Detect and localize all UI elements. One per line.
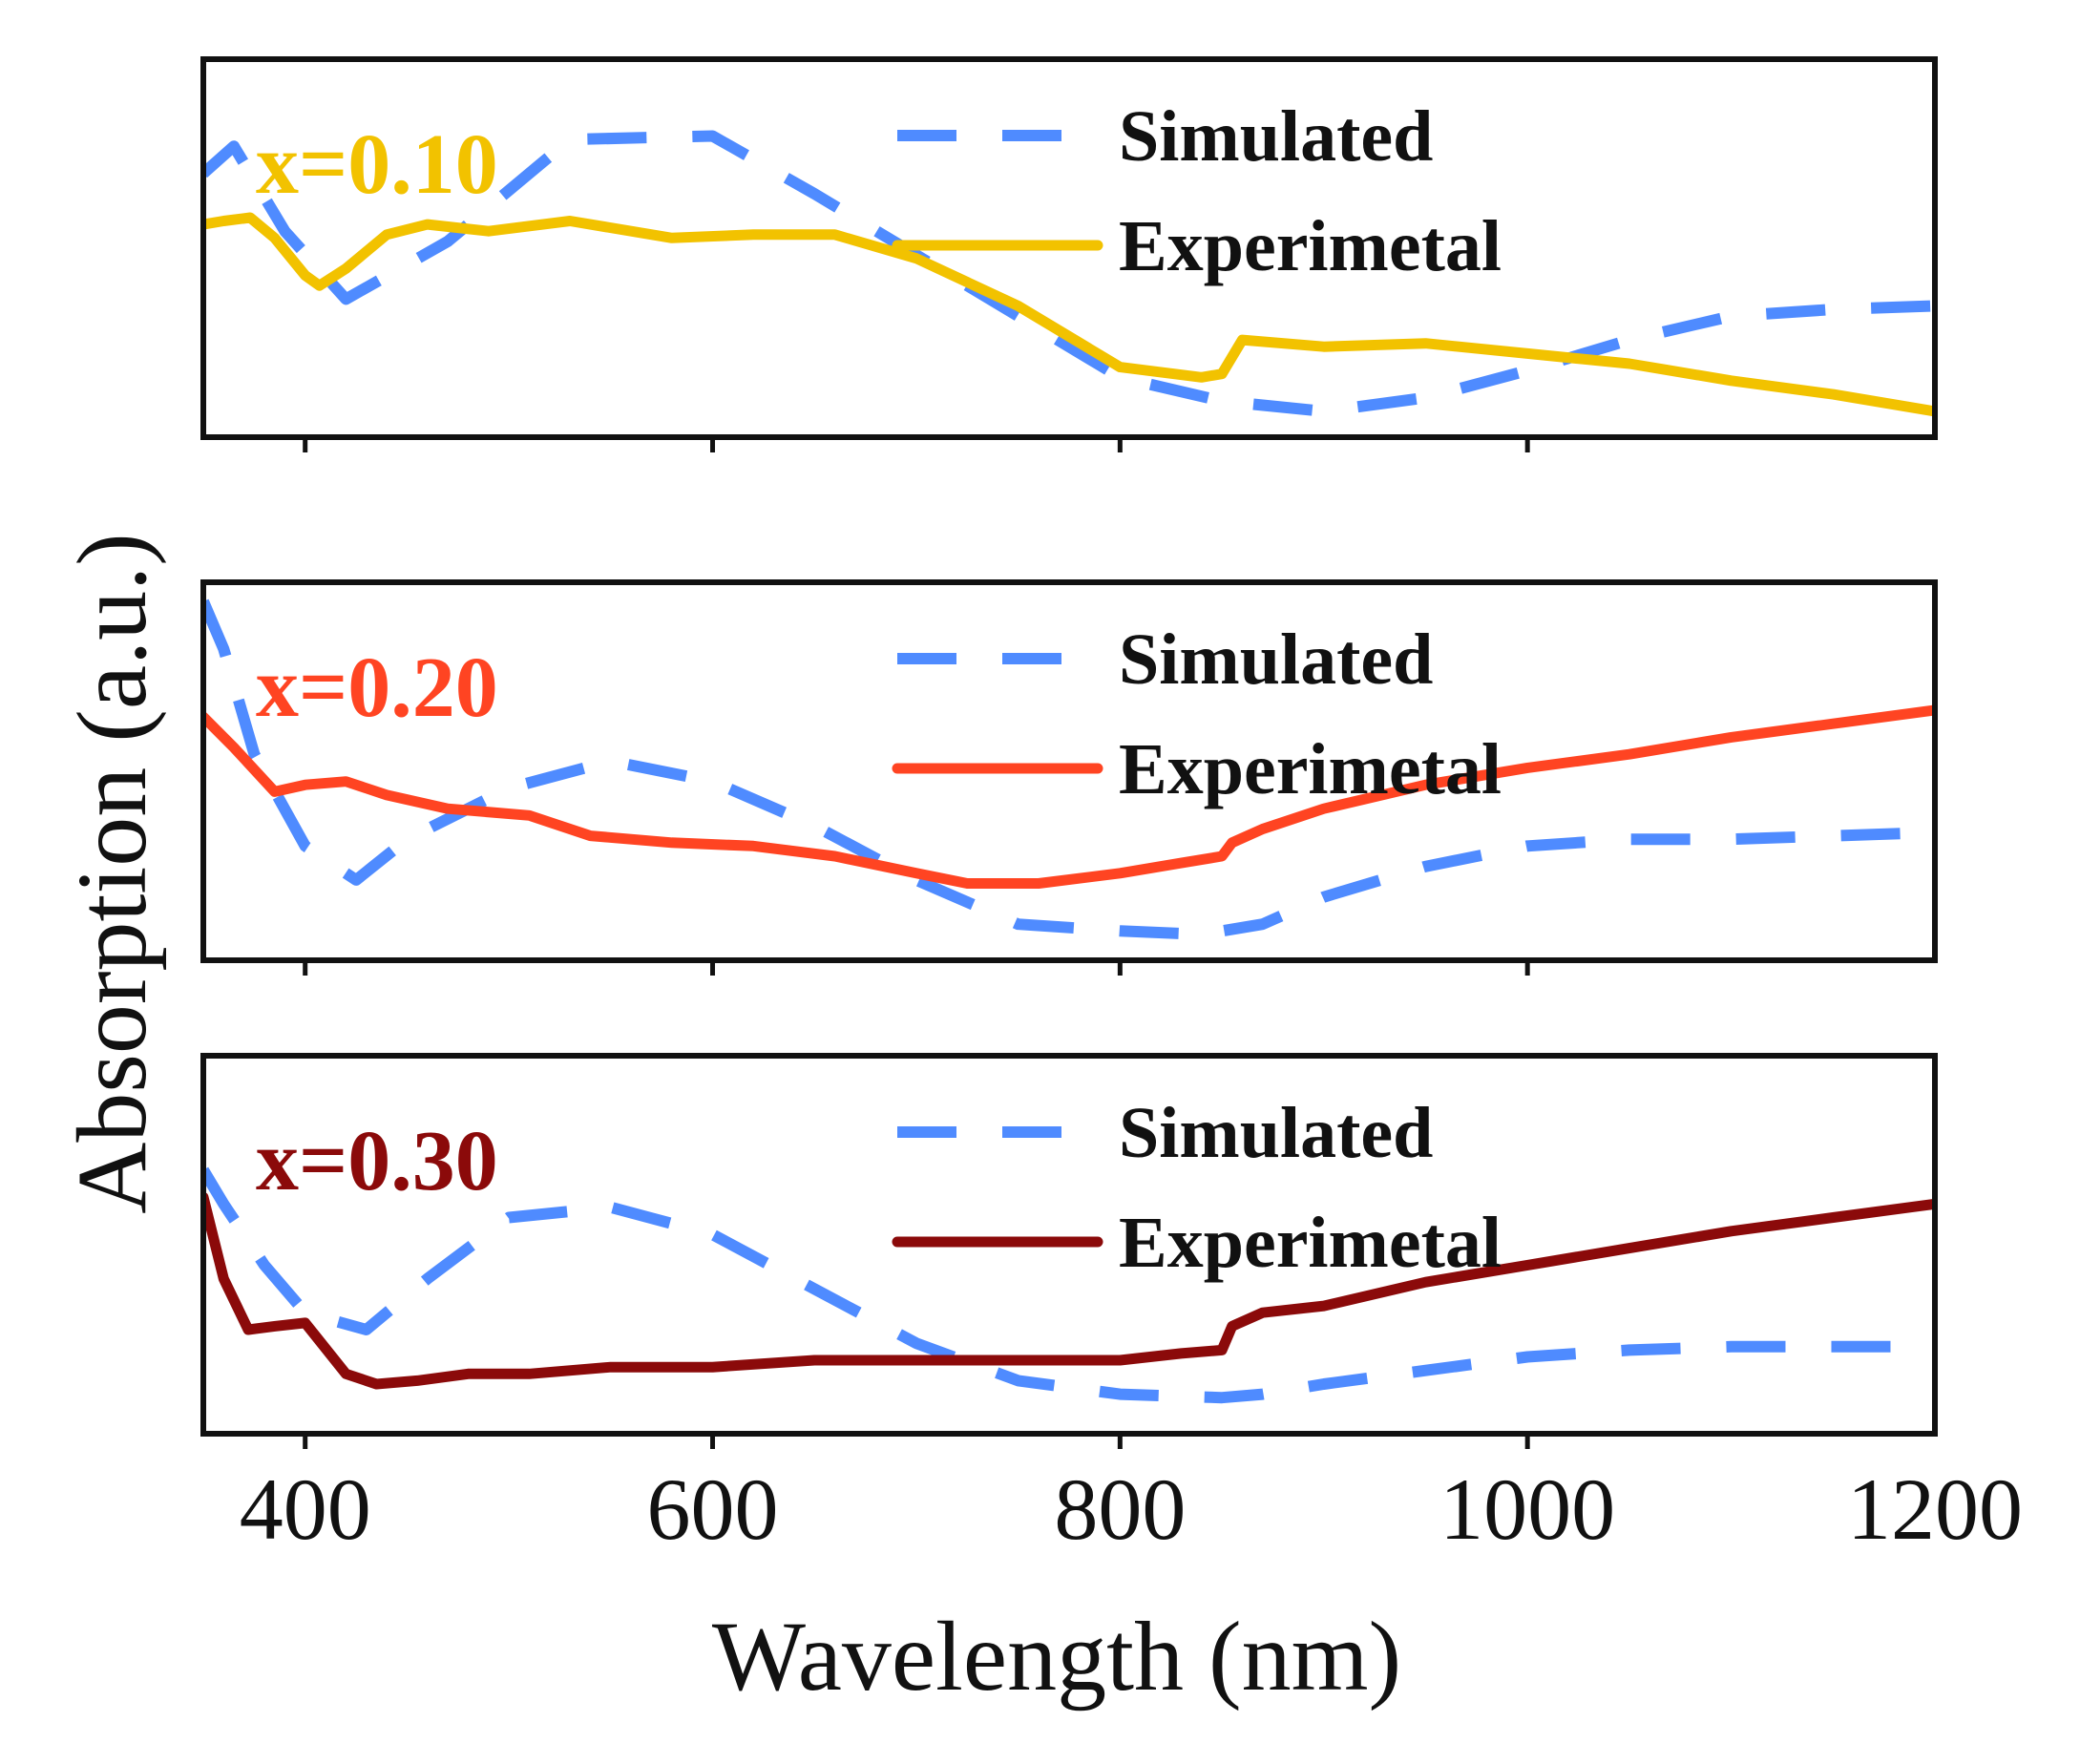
x-tick-label: 1000 <box>1439 1460 1615 1558</box>
y-axis-title: Absorption (a.u.) <box>57 533 167 1213</box>
panel-2-legend-experimental-label: Experimetal <box>1119 729 1502 809</box>
panel-3-frame <box>200 1053 1938 1437</box>
panel-3-legend-simulated-label: Simulated <box>1119 1093 1433 1173</box>
panel-1-label: x=0.10 <box>256 117 498 212</box>
panel-2-frame <box>200 579 1938 963</box>
x-axis-tick-labels: 400 600 800 1000 1200 <box>240 1460 2023 1558</box>
panel-1-simulated-line <box>203 130 1935 417</box>
x-axis-title: Wavelength (nm) <box>712 1602 1401 1712</box>
x-tick-label: 1200 <box>1847 1460 2023 1558</box>
panel-2: x=0.20 Simulated Experimetal <box>200 579 1938 976</box>
x-tick-label: 600 <box>647 1460 779 1558</box>
panel-1-legend-simulated-label: Simulated <box>1119 96 1433 177</box>
panel-2-label: x=0.20 <box>256 640 498 735</box>
panel-1-frame <box>200 56 1938 440</box>
panel-3-legend-experimental-label: Experimetal <box>1119 1203 1502 1283</box>
panel-3-experimental-line <box>203 1191 1935 1390</box>
x-tick-label: 800 <box>1054 1460 1186 1558</box>
panel-3: x=0.30 Simulated Experimetal <box>200 1053 1938 1449</box>
x-tick-label: 400 <box>240 1460 371 1558</box>
panel-2-experimental-line <box>203 704 1935 889</box>
panel-2-legend-simulated-label: Simulated <box>1119 620 1433 700</box>
panel-3-label: x=0.30 <box>256 1114 498 1208</box>
panel-1-legend-experimental-label: Experimetal <box>1119 206 1502 286</box>
panel-2-simulated-line <box>203 598 1935 940</box>
panel-1: x=0.10 Simulated Experimetal <box>200 56 1938 452</box>
panels: x=0.10 Simulated Experimetal x=0.20 Simulate… <box>200 56 1938 1449</box>
panel-1-experimental-line <box>203 212 1935 417</box>
